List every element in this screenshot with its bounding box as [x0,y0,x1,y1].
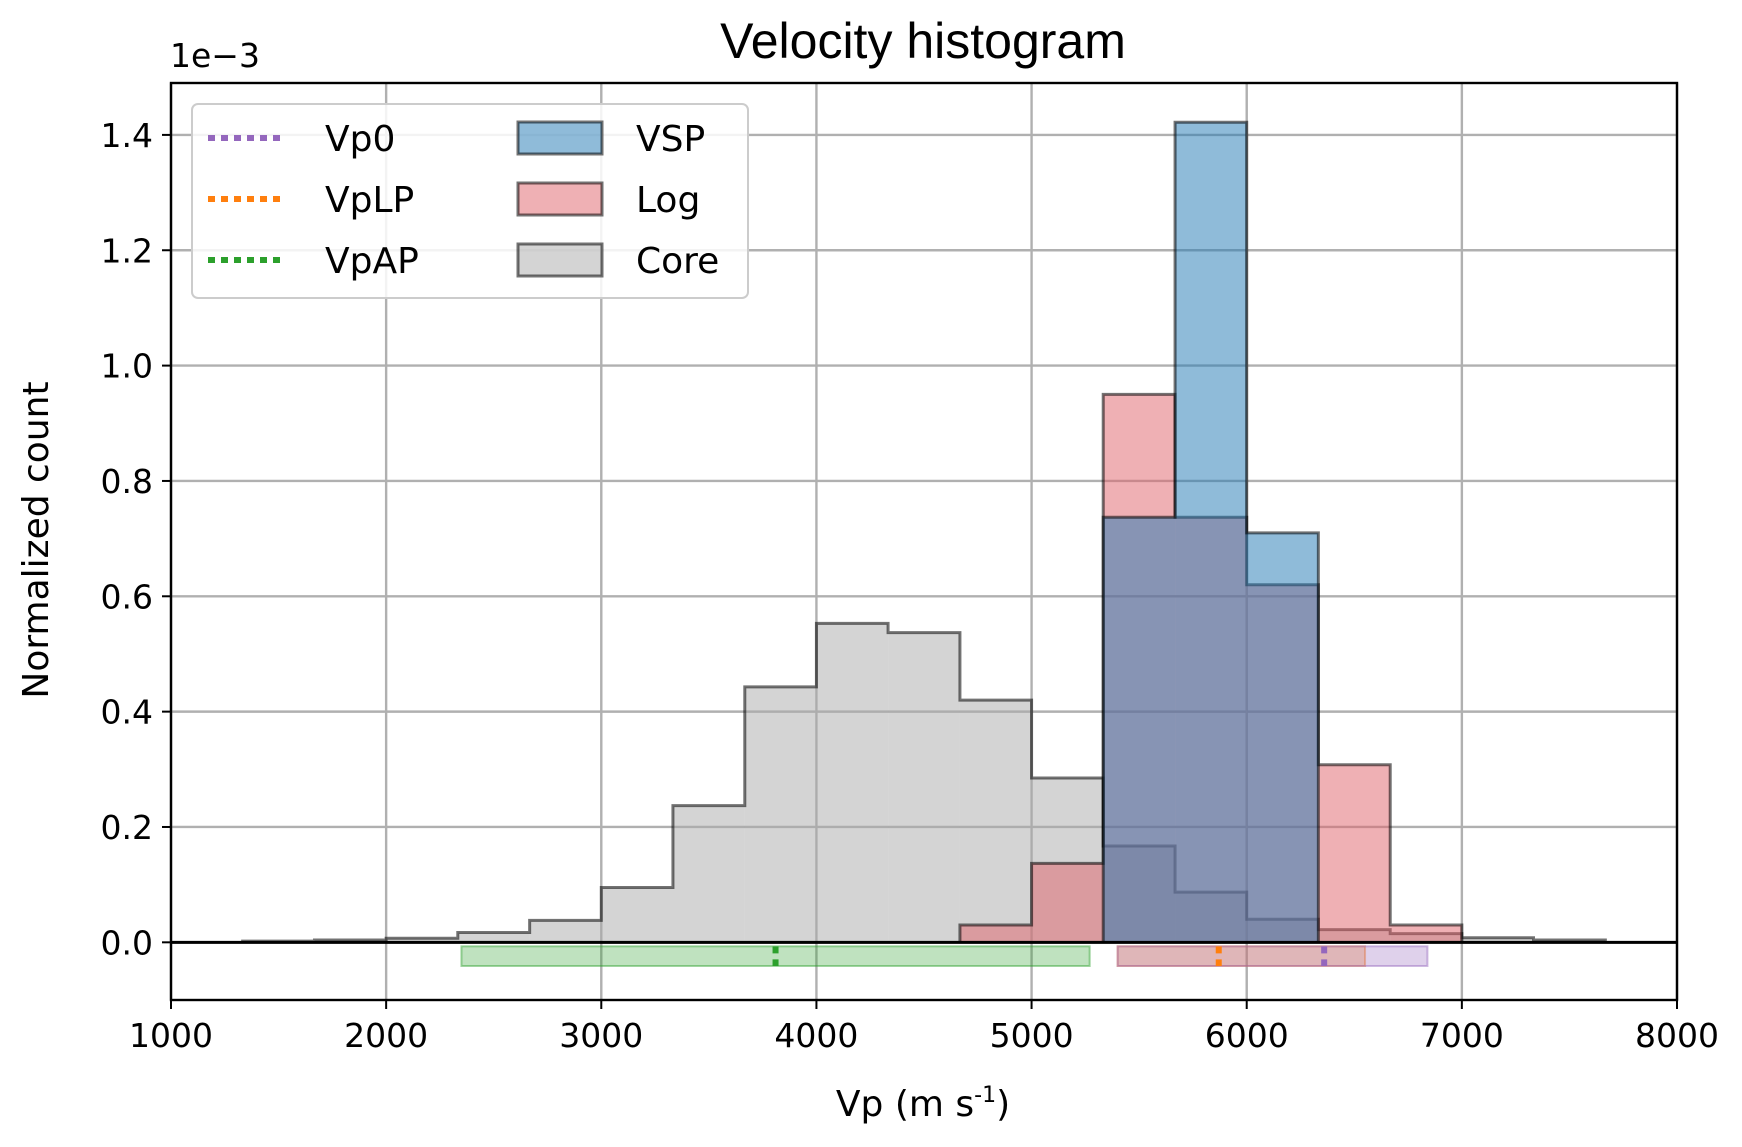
legend-swatch-log [516,181,604,217]
range-band-vplp [1116,945,1367,967]
y-tick-label: 0.8 [101,462,153,501]
y-tick-label: 0.2 [101,808,153,847]
core-bar [888,632,960,943]
x-tick-label: 1000 [129,1016,213,1055]
y-axis-label: Normalized count [16,381,57,698]
log-bar [1318,764,1391,943]
legend-swatch-vsp [516,120,604,156]
x-tick-label: 5000 [990,1016,1074,1055]
marker-layer [772,946,1328,966]
log-bar [959,925,1032,943]
x-tick-label: 4000 [774,1016,858,1055]
legend-label-core: Core [636,241,719,282]
x-tick-label: 2000 [344,1016,428,1055]
core-bar [816,623,889,943]
chart-title: Velocity histogram [720,13,1126,69]
core-bar [457,932,530,943]
vsp-bar [1246,532,1319,943]
core-bar [601,887,673,943]
core-bar [386,938,458,943]
x-axis-label-close: ) [996,1084,1010,1125]
legend-label-vplp: VpLP [325,180,414,221]
x-axis-label: Vp (m s-1) [836,1083,1010,1125]
legend-swatch-core [516,242,604,278]
y-offset-label: 1e−3 [170,36,260,75]
x-tick-label: 3000 [559,1016,643,1055]
x-tick-label: 7000 [1420,1016,1504,1055]
core-bar [959,700,1032,943]
y-tick-label: 0.6 [101,577,153,616]
vsp-outline [1101,120,1320,943]
core-bar [672,805,745,943]
y-tick-label: 0.0 [101,923,153,962]
vsp-bar [1175,122,1247,943]
legend-label-vp0: Vp0 [325,119,395,160]
range-layer [460,945,1429,967]
x-tick-label: 6000 [1205,1016,1289,1055]
core-bar [529,920,602,943]
core-bar [744,686,817,943]
legend-label-vpap: VpAP [325,241,419,282]
y-tick-label: 0.4 [101,693,153,732]
y-tick-label: 1.2 [101,231,153,270]
plot-frame [169,81,1679,1002]
legend-label-vsp: VSP [636,119,705,160]
y-tick-label: 1.0 [101,347,153,386]
log-bar [1390,925,1462,943]
x-axis-label-sup: -1 [974,1083,996,1108]
legend-box [191,103,749,299]
range-band-vp0 [1116,945,1429,967]
legend: Vp0 VpLP VpAP VSP Log Core [191,103,749,299]
vsp-bar [1103,517,1176,943]
legend-label-log: Log [636,180,700,221]
log-bar [1031,863,1104,943]
bar-layer [241,120,1607,943]
x-axis-label-base: Vp (m s [836,1084,974,1125]
x-tick-label: 8000 [1635,1016,1719,1055]
core-bar [1461,937,1534,943]
axis-layer: 1000 2000 3000 4000 5000 6000 7000 8000 0.0 0.2 0.… [101,81,1719,1055]
y-tick-label: 1.4 [101,116,153,155]
